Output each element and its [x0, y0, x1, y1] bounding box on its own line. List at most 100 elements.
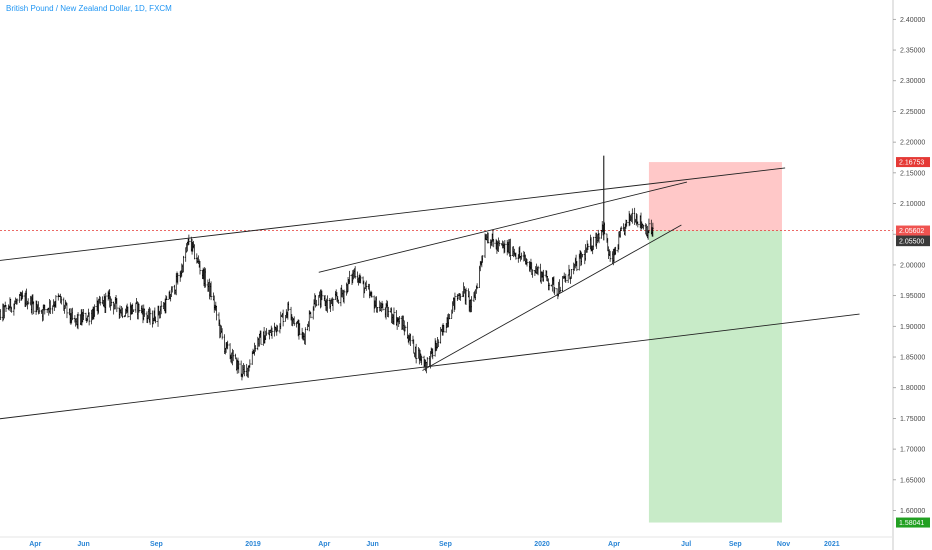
candle-181	[188, 234, 190, 245]
candle-126	[127, 306, 129, 318]
candle-141	[143, 308, 146, 317]
candle-366	[393, 307, 395, 325]
candle-171	[176, 273, 179, 285]
trendline-2	[0, 313, 860, 420]
candle-21	[10, 306, 13, 313]
candle-201	[210, 281, 212, 301]
target-price-badge: 1.58041	[899, 520, 924, 527]
candle-216	[226, 340, 229, 350]
candle-341	[365, 280, 368, 291]
candle-496	[537, 265, 539, 276]
xtick-label-12: 2021	[824, 541, 840, 548]
candle-81	[77, 312, 79, 330]
candle-306	[326, 295, 329, 313]
candle-351	[376, 307, 379, 313]
candle-551	[598, 232, 600, 244]
ytick-label-9: 1.95000	[900, 293, 925, 300]
xtick-label-3: 2019	[245, 541, 261, 548]
candle-116	[115, 298, 118, 313]
candle-176	[182, 255, 185, 273]
candle-96	[93, 304, 96, 317]
entry-price-badge: 2.05602	[899, 228, 924, 235]
candle-206	[215, 305, 218, 321]
candle-381	[409, 333, 412, 347]
ytick-label-14: 1.70000	[900, 447, 925, 454]
stop-price-badge: 2.16753	[899, 160, 924, 167]
candle-76	[71, 307, 74, 321]
candle-411	[442, 324, 445, 333]
candle-66	[60, 296, 63, 305]
candle-321	[343, 289, 345, 304]
candle-221	[232, 350, 235, 362]
target-price-badge-bg	[896, 517, 930, 528]
candle-531	[575, 261, 578, 272]
candle-426	[459, 293, 462, 301]
candle-441	[476, 283, 479, 290]
ytick-label-0: 2.40000	[900, 17, 925, 24]
candle-266	[282, 309, 285, 327]
candle-491	[531, 269, 534, 278]
candle-101	[99, 296, 102, 306]
candle-286	[304, 327, 307, 345]
stop-loss-zone	[648, 162, 782, 231]
candle-501	[542, 269, 545, 282]
candle-291	[309, 312, 312, 319]
trendline-4	[422, 224, 682, 371]
candle-46	[38, 307, 41, 314]
candle-51	[43, 305, 46, 315]
candle-11	[0, 309, 2, 321]
candle-132	[134, 302, 137, 313]
candle-26	[16, 298, 18, 305]
candle-486	[526, 258, 528, 267]
candle-281	[298, 323, 301, 335]
xtick-label-10: Sep	[729, 541, 742, 548]
xtick-label-9: Jul	[681, 541, 691, 548]
candle-261	[276, 325, 279, 332]
candle-481	[520, 252, 523, 260]
candle-311	[332, 298, 334, 311]
ytick-label-5: 2.15000	[900, 170, 925, 177]
xtick-label-11: Nov	[777, 541, 790, 548]
candle-271	[287, 301, 290, 311]
candle-421	[454, 292, 456, 310]
candle-61	[54, 295, 57, 308]
trendline-3	[318, 181, 688, 273]
candle-436	[470, 296, 473, 313]
candle-256	[271, 327, 273, 339]
candle-566	[614, 246, 617, 255]
candle-541	[587, 243, 589, 251]
xtick-label-7: 2020	[534, 541, 550, 548]
current-price-badge-bg	[896, 236, 930, 247]
candle-71	[66, 302, 68, 319]
ytick-label-2: 2.30000	[900, 78, 925, 85]
stop-price-badge-bg	[896, 157, 930, 168]
candle-416	[448, 313, 451, 320]
candle-301	[321, 290, 323, 301]
candle-226	[237, 360, 240, 374]
candle-196	[204, 268, 207, 288]
candle-526	[570, 268, 573, 279]
candle-111	[110, 298, 113, 307]
candle-431	[465, 287, 467, 306]
candle-231	[243, 364, 246, 377]
ytick-label-11: 1.85000	[900, 355, 925, 362]
candle-161	[165, 296, 168, 300]
candle-263	[279, 311, 282, 330]
candle-456	[492, 239, 495, 248]
ytick-label-4: 2.20000	[900, 140, 925, 147]
candles-layer	[0, 207, 654, 381]
candle-581	[631, 208, 634, 224]
candle-151	[154, 316, 157, 324]
candle-146	[149, 308, 152, 325]
candle-446	[481, 255, 484, 263]
candle-336	[359, 275, 362, 284]
ytick-label-13: 1.75000	[900, 416, 925, 423]
candle-236	[248, 359, 251, 368]
candle-346	[370, 291, 373, 298]
candle-16	[5, 305, 7, 313]
candle-91	[88, 312, 91, 326]
take-profit-zone	[648, 230, 782, 523]
candle-156	[160, 300, 163, 315]
